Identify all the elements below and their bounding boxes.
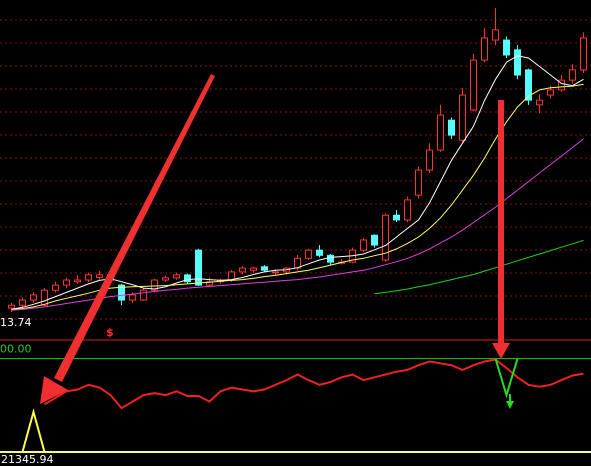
candle-body xyxy=(481,37,488,61)
candle-body xyxy=(448,119,455,136)
candle-body xyxy=(118,284,125,301)
candle-body xyxy=(503,39,510,56)
candle-body xyxy=(371,234,378,246)
annotation-arrow xyxy=(498,100,504,344)
candle-body xyxy=(74,279,81,283)
candle-body xyxy=(459,94,466,141)
candle-body xyxy=(558,79,565,91)
candle-body xyxy=(272,271,279,274)
annotation-arrow-head xyxy=(492,343,510,359)
signal-annotation: $ xyxy=(106,326,114,339)
candle-body xyxy=(96,274,103,278)
candle-body xyxy=(514,49,521,76)
candle-body xyxy=(536,99,543,106)
candle-body xyxy=(261,266,268,271)
candle-body xyxy=(140,289,147,301)
series-line xyxy=(494,358,519,399)
candle-body xyxy=(129,294,136,301)
series-line xyxy=(374,239,584,295)
candle-body xyxy=(195,249,202,286)
candle-body xyxy=(492,29,499,41)
candle-body xyxy=(525,69,532,101)
series-line xyxy=(11,138,584,311)
candle-body xyxy=(305,249,312,259)
candle-body xyxy=(360,239,367,251)
candle-body xyxy=(316,249,323,256)
candle-body xyxy=(30,294,37,301)
annotation-arrow xyxy=(54,74,215,382)
candle-body xyxy=(393,214,400,221)
candle-body xyxy=(173,274,180,279)
candle-body xyxy=(382,214,389,261)
candle-body xyxy=(426,149,433,171)
candle-body xyxy=(250,267,257,271)
candle-body xyxy=(19,299,26,306)
bottom-value-label: 21345.94 xyxy=(1,453,54,466)
candle-body xyxy=(547,89,554,96)
candle-body xyxy=(470,59,477,111)
series-line xyxy=(43,358,584,410)
annotation-arrow-head xyxy=(40,376,68,404)
candle-body xyxy=(415,169,422,196)
candle-body xyxy=(437,114,444,151)
candle-body xyxy=(162,277,169,281)
plot: 00.00 xyxy=(0,8,591,453)
candle-body xyxy=(239,267,246,273)
series-line xyxy=(21,408,46,453)
candle-body xyxy=(52,284,59,291)
candle-body xyxy=(8,304,15,309)
low-price-label: 13.74 xyxy=(0,316,32,329)
candle-body xyxy=(85,274,92,281)
candle-body xyxy=(151,279,158,291)
candle-body xyxy=(580,37,587,71)
candle-body xyxy=(569,69,576,81)
y-tick-label: 00.00 xyxy=(0,343,32,356)
candle-body xyxy=(404,199,411,221)
grid xyxy=(0,19,591,320)
candle-body xyxy=(184,274,191,283)
sell-marker xyxy=(506,401,514,409)
candle-body xyxy=(327,254,334,263)
candle-body xyxy=(63,279,70,286)
candle-body xyxy=(41,289,48,306)
